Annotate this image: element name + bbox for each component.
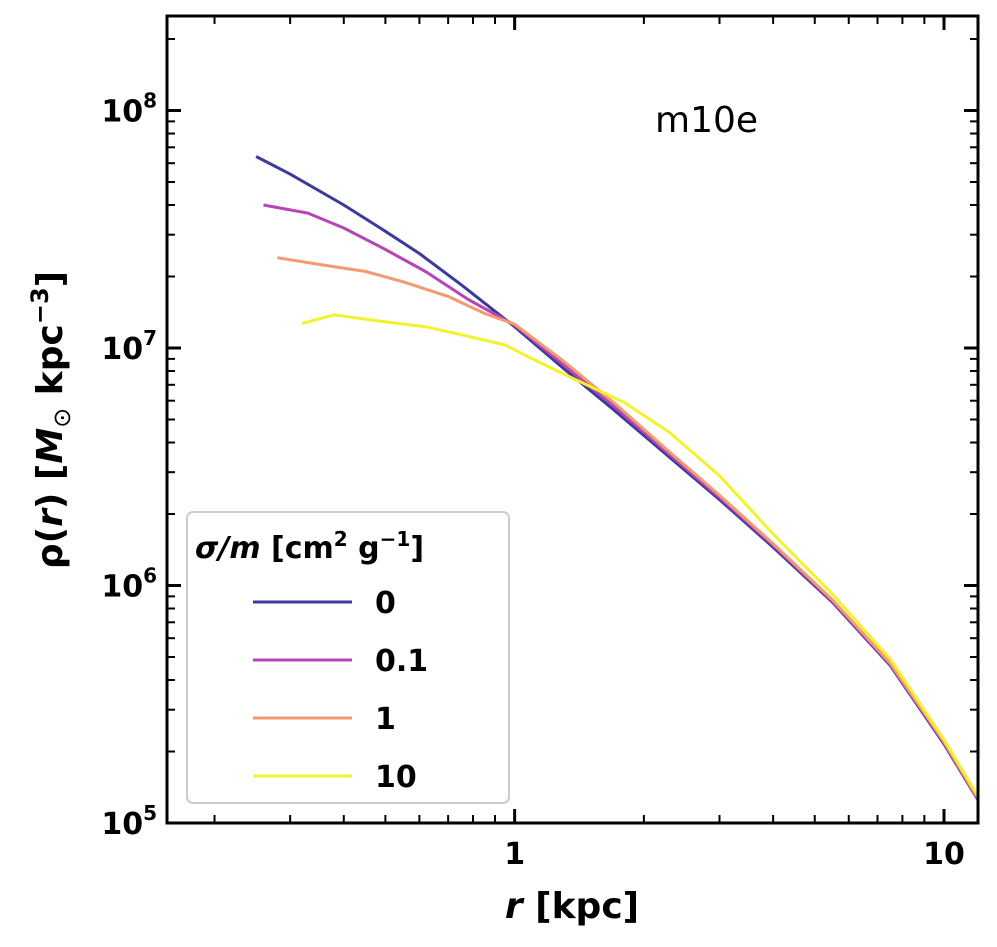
series-line-1 xyxy=(277,256,980,800)
legend-label-0-1: 0.1 xyxy=(375,644,428,679)
series-line-10 xyxy=(301,313,980,797)
y-axis-label: ρ(r) [M⊙ kpc−3] xyxy=(26,271,76,569)
y-tick-label: 105 xyxy=(101,801,157,842)
annotation-label: m10e xyxy=(655,100,758,141)
legend: σ/m [cm2 g−1] 0 0.1 1 10 xyxy=(186,511,510,804)
y-tick-label: 107 xyxy=(101,326,157,367)
legend-label-1: 1 xyxy=(375,702,396,737)
y-tick-label: 106 xyxy=(101,564,157,605)
axes-frame xyxy=(165,14,980,825)
legend-title: σ/m [cm2 g−1] xyxy=(195,527,424,566)
legend-entries: 0 0.1 1 10 xyxy=(253,586,428,795)
x-tick-label: 1 xyxy=(504,837,525,872)
x-tick-label: 10 xyxy=(923,837,965,872)
legend-box xyxy=(186,511,510,804)
legend-label-0: 0 xyxy=(375,586,396,621)
legend-label-10: 10 xyxy=(375,760,417,795)
x-axis-label: r [kpc] xyxy=(505,886,639,927)
series-lines xyxy=(255,155,980,801)
y-tick-label: 108 xyxy=(101,89,157,130)
